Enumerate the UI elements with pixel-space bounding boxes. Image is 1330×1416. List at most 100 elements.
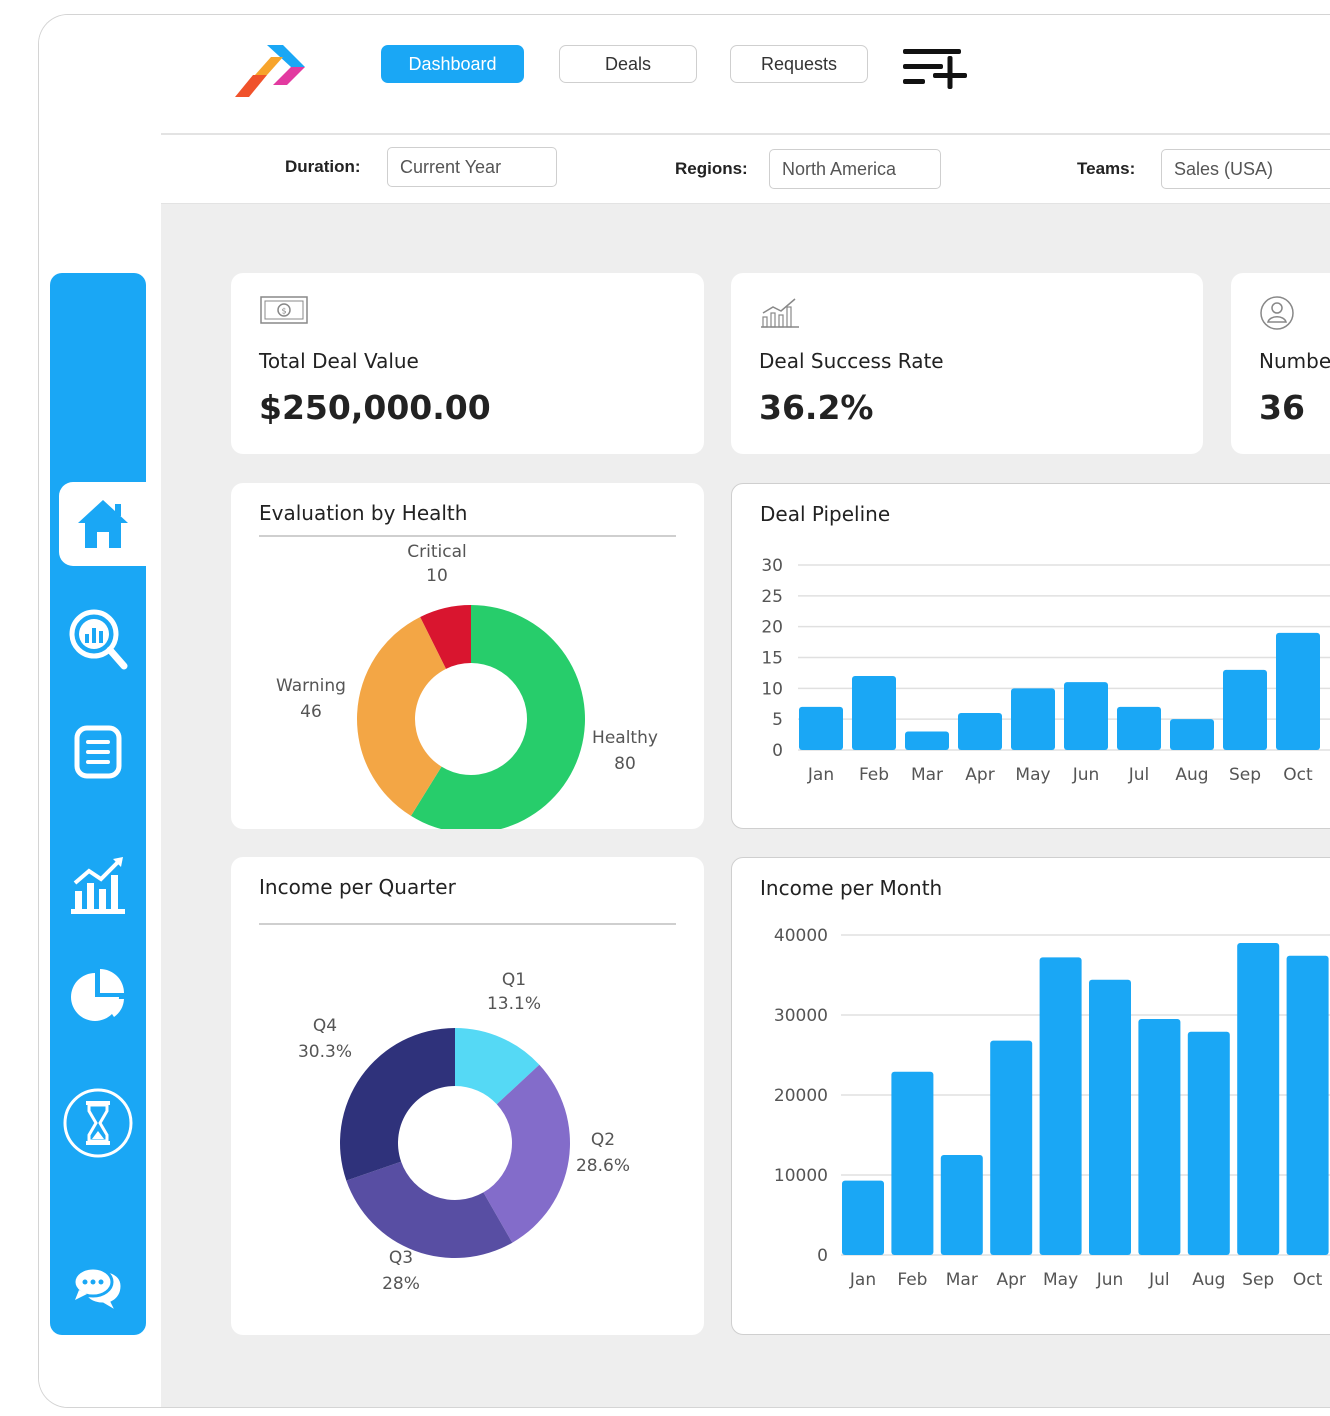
kpi-label: Numbe (1259, 349, 1330, 373)
regions-label: Regions: (675, 159, 748, 178)
kpi-value: $250,000.00 (259, 388, 491, 427)
x-tick-label: Aug (1175, 765, 1208, 785)
y-tick-label: 5 (772, 710, 783, 730)
slice-value-q2: 28.6% (576, 1156, 630, 1176)
sidebar-item-list[interactable] (50, 710, 146, 794)
bar-oct (1286, 955, 1329, 1255)
divider (259, 923, 676, 925)
svg-text:$: $ (281, 307, 286, 316)
y-tick-label: 0 (772, 741, 783, 761)
slice-label-critical: Critical (407, 542, 466, 562)
slice-label-healthy: Healthy (592, 728, 658, 748)
kpi-label: Total Deal Value (259, 349, 419, 373)
pie-chart-icon (71, 969, 124, 1021)
bar-feb (851, 675, 896, 750)
slice-value-q1: 13.1% (487, 994, 541, 1014)
add-list-icon[interactable] (901, 47, 971, 89)
x-tick-label: Jan (848, 1270, 875, 1290)
y-tick-label: 10000 (773, 1166, 827, 1186)
y-tick-label: 25 (761, 586, 783, 606)
card-title: Deal Pipeline (760, 502, 891, 526)
app-window: Dashboard Deals Requests Duration: Curre… (38, 14, 1330, 1408)
x-tick-label: Mar (945, 1270, 977, 1290)
nav-dashboard-button[interactable]: Dashboard (381, 45, 524, 83)
slice-q2 (483, 1064, 570, 1243)
sidebar-item-pie-chart[interactable] (50, 955, 146, 1039)
bar-jan (841, 1180, 884, 1255)
sidebar-item-search-analytics[interactable] (50, 598, 146, 682)
x-tick-label: Jul (1148, 1270, 1170, 1290)
sidebar-item-home[interactable] (59, 482, 146, 566)
y-tick-label: 15 (761, 648, 783, 668)
sidebar-item-growth-chart[interactable] (50, 843, 146, 927)
x-tick-label: Feb (858, 765, 888, 785)
chat-icon (72, 1266, 122, 1312)
deal-pipeline-card: Deal Pipeline 0 5 10 15 20 25 30 Jan Feb Mar Apr Ma… (731, 483, 1330, 829)
regions-select[interactable]: North America (769, 149, 941, 189)
teams-select[interactable]: Sales (USA) (1161, 149, 1330, 189)
kpi-label: Deal Success Rate (759, 349, 944, 373)
teams-label: Teams: (1077, 159, 1136, 178)
growth-chart-icon (761, 298, 799, 328)
nav-deals-button[interactable]: Deals (559, 45, 697, 83)
bar-sep (1222, 669, 1267, 750)
slice-label-q2: Q2 (591, 1130, 615, 1150)
card-title: Income per Month (760, 876, 943, 900)
sidebar-item-chat[interactable] (50, 1245, 146, 1329)
x-tick-label: Sep (1228, 765, 1260, 785)
income-quarter-donut-chart: Q1 13.1% Q2 28.6% Q3 28% Q4 30.3% (298, 970, 630, 1294)
x-tick-label: Oct (1292, 1270, 1322, 1290)
duration-select[interactable]: Current Year (387, 147, 557, 187)
bar-apr (989, 1040, 1032, 1255)
divider (259, 535, 676, 537)
search-analytics-icon (69, 609, 128, 670)
bar-jun (1088, 979, 1131, 1255)
card-title: Income per Quarter (259, 875, 456, 899)
home-icon (77, 500, 128, 548)
x-tick-label: Mar (910, 765, 942, 785)
y-tick-label: 40000 (773, 926, 827, 946)
slice-label-q1: Q1 (502, 970, 526, 990)
bar-jun (1063, 681, 1108, 750)
slice-label-q4: Q4 (313, 1016, 337, 1036)
kpi-card-total-deal-value: $ Total Deal Value $250,000.00 (231, 273, 704, 454)
bar-aug (1187, 1031, 1230, 1255)
card-title: Evaluation by Health (259, 501, 468, 525)
y-tick-label: 20 (761, 617, 783, 637)
income-month-chart: 0 10000 20000 30000 40000 Jan Feb Mar Apr May Jun J… (773, 926, 1330, 1290)
y-tick-label: 0 (817, 1246, 828, 1266)
kpi-card-number: Numbe 36 (1231, 273, 1330, 454)
slice-warning (357, 616, 447, 816)
slice-q4 (340, 1028, 455, 1181)
brand-logo (235, 45, 305, 97)
bar-may (1010, 687, 1055, 750)
x-tick-label: Apr (996, 1270, 1025, 1290)
x-tick-label: Jul (1127, 765, 1149, 785)
nav-requests-button[interactable]: Requests (730, 45, 868, 83)
x-tick-label: Jun (1095, 1270, 1123, 1290)
x-tick-label: Sep (1242, 1270, 1274, 1290)
kpi-value: 36.2% (759, 388, 874, 427)
x-tick-label: Jan (806, 765, 833, 785)
bar-mar (940, 1154, 983, 1255)
slice-value-warning: 46 (300, 702, 322, 722)
x-tick-label: Apr (965, 765, 994, 785)
top-bar: Dashboard Deals Requests (161, 15, 1330, 135)
sidebar-item-hourglass[interactable] (50, 1081, 146, 1165)
bar-apr (957, 712, 1002, 750)
x-tick-label: Jun (1071, 765, 1099, 785)
y-tick-label: 30000 (773, 1006, 827, 1026)
bar-jan (798, 706, 843, 750)
main-area: Dashboard Deals Requests Duration: Curre… (161, 15, 1330, 1407)
slice-value-healthy: 80 (614, 754, 636, 774)
hourglass-icon (63, 1088, 133, 1158)
sidebar-column (39, 15, 162, 1407)
bar-feb (890, 1071, 933, 1255)
bar-oct (1275, 632, 1320, 750)
slice-label-q3: Q3 (389, 1248, 413, 1268)
bar-sep (1236, 942, 1279, 1255)
deal-pipeline-chart: 0 5 10 15 20 25 30 Jan Feb Mar Apr May Jun Jul Aug Sep O… (761, 556, 1330, 785)
bar-mar (904, 731, 949, 750)
slice-q1 (455, 1028, 540, 1105)
kpi-card-deal-success-rate: Deal Success Rate 36.2% (731, 273, 1203, 454)
